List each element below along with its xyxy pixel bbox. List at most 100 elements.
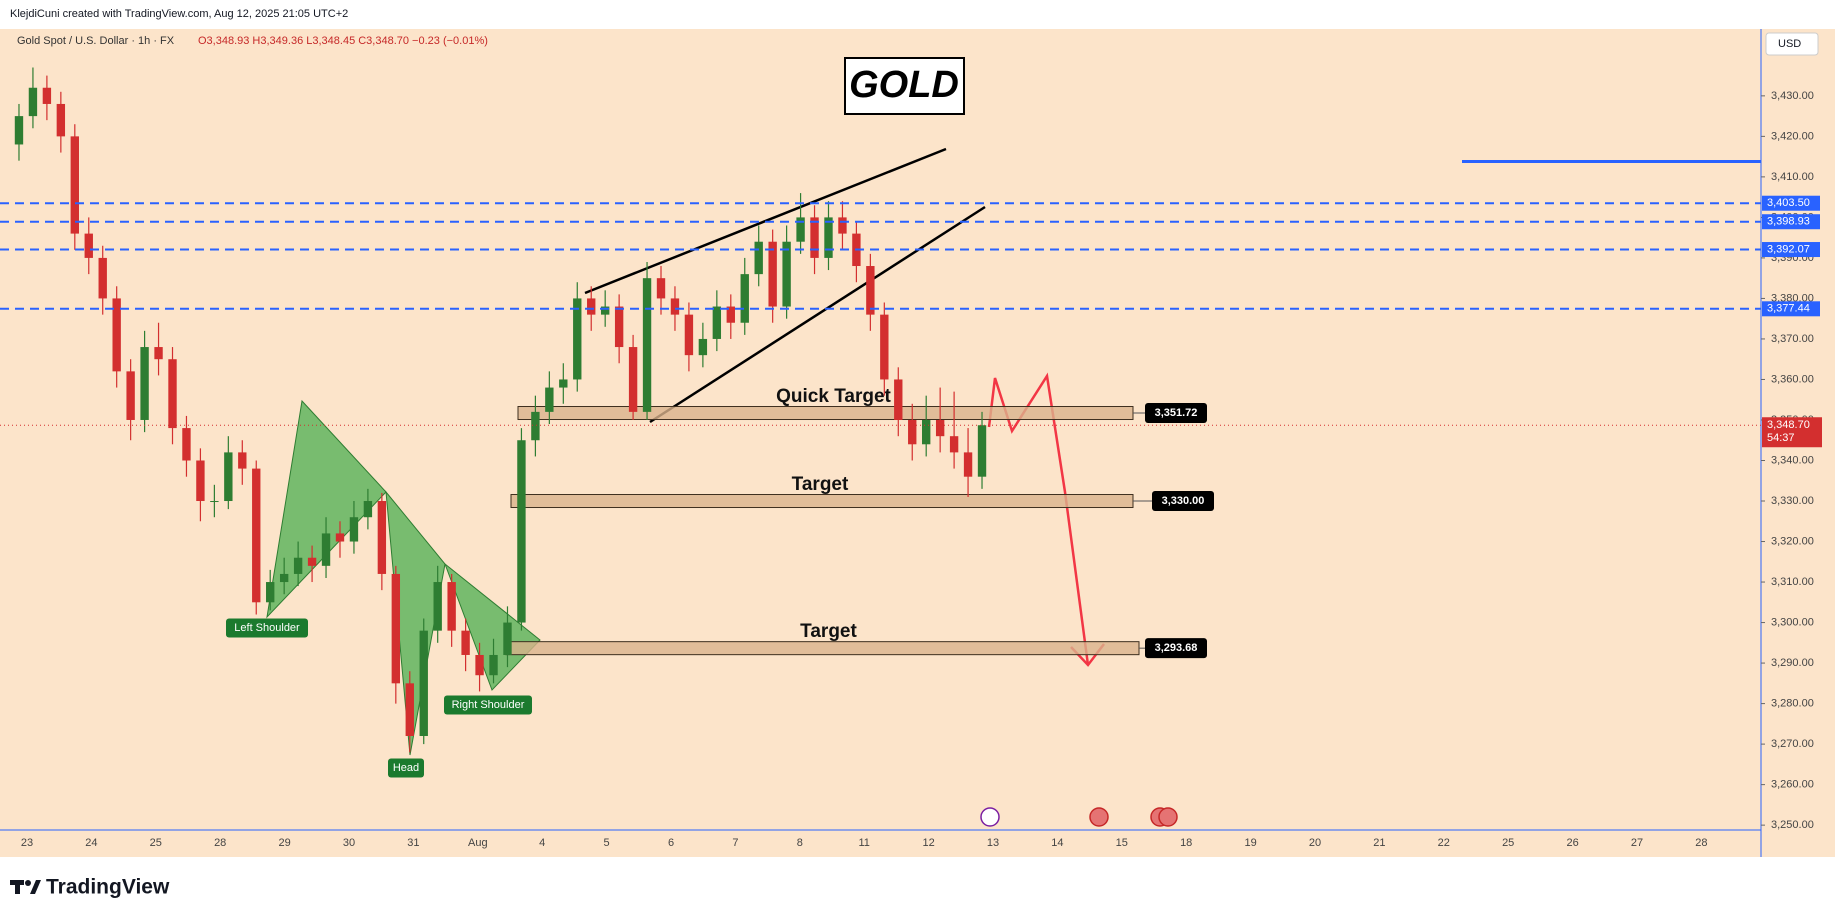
last-price-box (1762, 417, 1822, 448)
candle-body (545, 387, 554, 412)
candle-body (503, 622, 512, 655)
pattern-label: Left Shoulder (234, 622, 300, 634)
x-tick-label: 31 (407, 837, 419, 849)
zone-price-box (1145, 403, 1207, 424)
candle-body (908, 419, 917, 445)
candle-body (224, 452, 233, 502)
x-tick-label: 21 (1373, 837, 1385, 849)
candle-body (977, 425, 987, 477)
candle-body (335, 533, 345, 542)
pattern-label-box (226, 618, 308, 638)
currency-box[interactable] (1765, 32, 1819, 56)
y-tick-label: 3,410.00 (1771, 171, 1814, 183)
event-icon[interactable] (980, 807, 1000, 827)
candle-body (531, 411, 540, 441)
candle-body (712, 306, 722, 339)
level-price-label: 3,403.50 (1767, 197, 1810, 209)
candle-body (754, 241, 763, 275)
candle-body (419, 630, 428, 737)
candle-body (628, 347, 638, 412)
pattern-label: Head (393, 762, 419, 774)
candle-body (824, 217, 833, 258)
y-tick-label: 3,260.00 (1771, 779, 1814, 791)
pattern-label-box (388, 758, 424, 778)
candle-body (461, 630, 470, 655)
candle-body (321, 533, 331, 566)
x-tick-label: 20 (1309, 837, 1321, 849)
candle-body (405, 683, 414, 737)
zone-price-label: 3,351.72 (1155, 407, 1198, 419)
candle-body (726, 306, 735, 323)
wedge-line (649, 205, 986, 424)
candle-body (894, 379, 903, 420)
candle-body (656, 278, 666, 299)
candle-body (698, 338, 708, 356)
y-tick-label: 3,340.00 (1771, 454, 1814, 466)
x-tick-label: 28 (1695, 837, 1707, 849)
candle-body (684, 314, 694, 356)
candle-body (112, 298, 121, 372)
countdown: 54:37 (1767, 432, 1795, 444)
zone-price-box (1145, 638, 1207, 659)
candle-body (880, 314, 889, 380)
currency[interactable]: USD (1778, 38, 1801, 50)
candle-body (475, 654, 484, 676)
candle-body (935, 419, 945, 437)
x-tick-label: Aug (468, 837, 488, 849)
x-tick-label: 13 (987, 837, 999, 849)
candle-body (168, 359, 177, 429)
y-tick-label: 3,420.00 (1771, 130, 1814, 142)
candle-body (810, 217, 819, 258)
zone-price-label: 3,330.00 (1162, 495, 1205, 507)
x-tick-label: 11 (858, 837, 869, 849)
event-icons (980, 807, 1178, 827)
y-tick-label: 3,310.00 (1771, 576, 1814, 588)
x-tick-label: 7 (732, 837, 738, 849)
candle-body (252, 468, 261, 603)
candle-body (517, 440, 526, 623)
candle-body (600, 306, 610, 315)
candle-body (559, 379, 568, 388)
event-icon[interactable] (1158, 807, 1178, 827)
y-tick-label: 3,370.00 (1771, 333, 1814, 345)
logo-part (30, 880, 41, 894)
candle-body (266, 582, 275, 603)
level-price-label: 3,377.44 (1767, 303, 1810, 315)
x-tick-label: 30 (343, 837, 355, 849)
title-box (844, 57, 965, 115)
candle-body (949, 436, 959, 453)
candle-body (349, 517, 359, 542)
candle-body (363, 501, 373, 518)
y-tick-label: 3,330.00 (1771, 495, 1814, 507)
x-tick-label: 26 (1566, 837, 1578, 849)
x-tick-label: 8 (797, 837, 803, 849)
candle-body (642, 278, 652, 412)
target-zone (517, 406, 1134, 421)
candle-body (433, 582, 442, 631)
x-tick-label: 15 (1116, 837, 1128, 849)
candle-body (238, 452, 247, 469)
candle-body (866, 266, 875, 315)
x-tick-label: 22 (1438, 837, 1450, 849)
candle-body (293, 557, 303, 574)
brand-logo (10, 880, 41, 894)
pattern-label: Right Shoulder (452, 699, 525, 711)
x-tick-label: 25 (150, 837, 162, 849)
x-tick-label: 4 (539, 837, 545, 849)
ohlc: O3,348.93 H3,349.36 L3,348.45 C3,348.70 … (198, 35, 488, 47)
author-line: KlejdiCuni created with TradingView.com,… (10, 8, 348, 20)
y-tick-label: 3,250.00 (1771, 819, 1814, 831)
candle-body (740, 274, 749, 323)
level-price-box (1762, 195, 1820, 211)
x-tick-label: 18 (1180, 837, 1192, 849)
candle-body (140, 347, 149, 420)
x-tick-label: 27 (1631, 837, 1643, 849)
chart-background (0, 29, 1835, 857)
x-tick-label: 28 (214, 837, 226, 849)
logo-part (15, 880, 20, 894)
level-price-label: 3,392.07 (1767, 243, 1810, 255)
event-icon[interactable] (1089, 807, 1109, 827)
zone-price-box (1152, 491, 1214, 512)
candle-body (670, 298, 680, 315)
